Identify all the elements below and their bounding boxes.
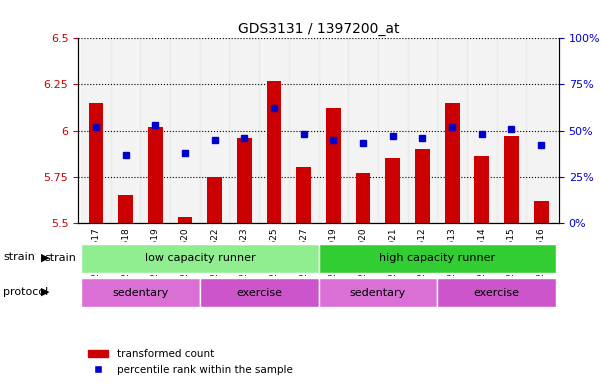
Bar bbox=[118, 195, 133, 223]
Bar bbox=[296, 167, 311, 223]
Bar bbox=[407, 38, 438, 223]
Bar bbox=[111, 38, 141, 223]
Text: low capacity runner: low capacity runner bbox=[144, 253, 255, 263]
Text: strain: strain bbox=[3, 252, 35, 262]
Bar bbox=[326, 108, 341, 223]
FancyBboxPatch shape bbox=[438, 278, 556, 308]
Bar bbox=[230, 38, 259, 223]
Text: protocol: protocol bbox=[3, 287, 48, 297]
Bar bbox=[267, 81, 281, 223]
Text: high capacity runner: high capacity runner bbox=[379, 253, 495, 263]
Bar bbox=[415, 149, 430, 223]
Bar bbox=[177, 217, 192, 223]
FancyBboxPatch shape bbox=[319, 278, 438, 308]
Bar bbox=[445, 103, 460, 223]
FancyBboxPatch shape bbox=[319, 243, 556, 273]
Text: strain: strain bbox=[44, 253, 77, 263]
Bar bbox=[237, 138, 252, 223]
Bar bbox=[496, 38, 526, 223]
Bar bbox=[259, 38, 289, 223]
FancyBboxPatch shape bbox=[200, 278, 319, 308]
Text: sedentary: sedentary bbox=[350, 288, 406, 298]
Bar bbox=[526, 38, 556, 223]
Bar bbox=[81, 38, 111, 223]
Bar bbox=[385, 158, 400, 223]
FancyBboxPatch shape bbox=[81, 278, 200, 308]
Bar bbox=[504, 136, 519, 223]
Bar bbox=[474, 156, 489, 223]
FancyBboxPatch shape bbox=[81, 243, 319, 273]
Bar bbox=[141, 38, 170, 223]
Bar bbox=[356, 173, 370, 223]
Text: sedentary: sedentary bbox=[112, 288, 169, 298]
Bar bbox=[467, 38, 496, 223]
Bar bbox=[200, 38, 230, 223]
Text: exercise: exercise bbox=[474, 288, 520, 298]
Bar bbox=[289, 38, 319, 223]
Bar bbox=[319, 38, 348, 223]
Bar bbox=[207, 177, 222, 223]
Bar bbox=[148, 127, 163, 223]
Text: strain ▶: strain ▶ bbox=[0, 383, 1, 384]
Bar bbox=[170, 38, 200, 223]
Text: exercise: exercise bbox=[236, 288, 282, 298]
Bar bbox=[88, 103, 103, 223]
Bar bbox=[534, 200, 549, 223]
Bar bbox=[438, 38, 467, 223]
Text: ▶: ▶ bbox=[41, 252, 49, 262]
Bar bbox=[348, 38, 378, 223]
Title: GDS3131 / 1397200_at: GDS3131 / 1397200_at bbox=[238, 22, 399, 36]
Text: ▶: ▶ bbox=[41, 287, 49, 297]
Legend: transformed count, percentile rank within the sample: transformed count, percentile rank withi… bbox=[84, 345, 297, 379]
Bar bbox=[378, 38, 407, 223]
